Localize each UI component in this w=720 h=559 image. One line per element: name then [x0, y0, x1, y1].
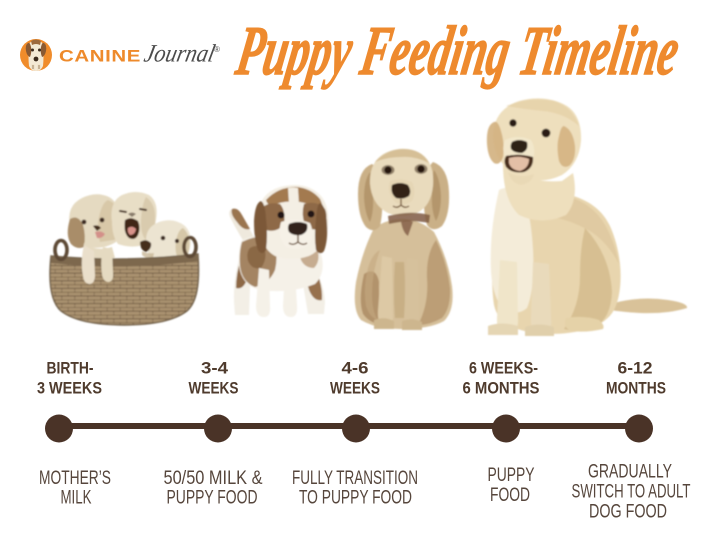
- svg-text:®: ®: [214, 45, 220, 54]
- svg-text:6-12: 6-12: [618, 360, 653, 378]
- svg-text:SWITCH TO ADULT: SWITCH TO ADULT: [572, 482, 691, 503]
- svg-text:50/50 MILK &: 50/50 MILK &: [164, 468, 263, 489]
- svg-text:TO PUPPY FOOD: TO PUPPY FOOD: [299, 488, 412, 509]
- svg-text:DOG FOOD: DOG FOOD: [589, 502, 667, 523]
- svg-text:MONTHS: MONTHS: [606, 380, 666, 398]
- svg-text:Puppy Feeding Timeline: Puppy Feeding Timeline: [231, 12, 685, 89]
- svg-text:MOTHER’S: MOTHER’S: [39, 468, 111, 489]
- svg-text:GRADUALLY: GRADUALLY: [588, 462, 672, 483]
- svg-text:4-6: 4-6: [342, 360, 369, 378]
- svg-text:Journal: Journal: [142, 40, 218, 68]
- svg-text:MILK: MILK: [61, 488, 92, 509]
- svg-text:3-4: 3-4: [201, 360, 229, 378]
- svg-text:6 MONTHS: 6 MONTHS: [463, 380, 540, 398]
- svg-text:PUPPY FOOD: PUPPY FOOD: [167, 488, 258, 509]
- svg-text:CANINE: CANINE: [59, 47, 141, 66]
- svg-text:WEEKS: WEEKS: [189, 380, 239, 398]
- svg-text:BIRTH-: BIRTH-: [47, 360, 94, 378]
- svg-text:WEEKS: WEEKS: [330, 380, 380, 398]
- svg-text:PUPPY: PUPPY: [488, 465, 535, 486]
- svg-text:3 WEEKS: 3 WEEKS: [37, 380, 102, 398]
- svg-text:FOOD: FOOD: [490, 485, 530, 506]
- svg-text:FULLY TRANSITION: FULLY TRANSITION: [292, 468, 418, 489]
- svg-text:6 WEEKS-: 6 WEEKS-: [469, 360, 538, 378]
